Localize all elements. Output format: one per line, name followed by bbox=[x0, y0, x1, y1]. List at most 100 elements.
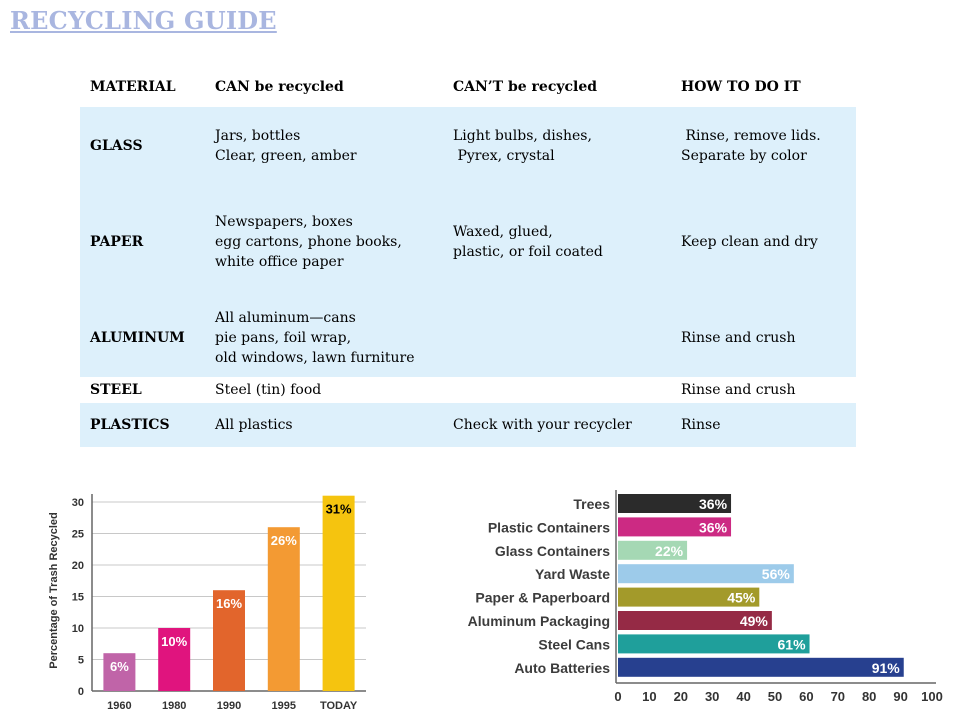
x-tick-label: 70 bbox=[831, 689, 845, 704]
x-tick-label: 1960 bbox=[107, 700, 131, 712]
x-tick-label: 1990 bbox=[217, 700, 241, 712]
cant-recycle-cell: Light bulbs, dishes, Pyrex, crystal bbox=[443, 107, 671, 185]
bar bbox=[618, 517, 732, 537]
material-cell: STEEL bbox=[90, 382, 142, 398]
y-tick-label: 5 bbox=[78, 655, 84, 667]
cant-recycle-cell: Waxed, glued, plastic, or foil coated bbox=[443, 185, 671, 299]
category-label: Glass Containers bbox=[495, 543, 610, 559]
category-label: Auto Batteries bbox=[514, 660, 610, 676]
cell-line: white office paper bbox=[215, 254, 344, 270]
cant-recycle-cell bbox=[443, 377, 671, 403]
how-to-cell: Rinse, remove lids. Separate by color bbox=[671, 107, 856, 185]
material-cell: PAPER bbox=[80, 185, 205, 299]
cant-recycle-cell bbox=[443, 299, 671, 377]
category-label: Yard Waste bbox=[535, 566, 610, 582]
bar-value-label: 36% bbox=[699, 519, 728, 535]
bar bbox=[618, 564, 794, 584]
y-tick-label: 0 bbox=[78, 686, 84, 698]
bar bbox=[618, 587, 760, 607]
can-recycle-cell: All aluminum—cans pie pans, foil wrap, old… bbox=[205, 299, 443, 377]
cell-line: Separate by color bbox=[681, 148, 807, 164]
bar bbox=[322, 495, 355, 691]
can-recycle-cell: All plastics bbox=[205, 403, 443, 447]
x-tick-label: 30 bbox=[705, 689, 719, 704]
how-to-cell: Rinse bbox=[671, 403, 856, 447]
how-to-cell: Rinse and crush bbox=[671, 299, 856, 377]
table-row: PLASTICS All plastics Check with your recy… bbox=[80, 403, 856, 447]
bar-value-label: 45% bbox=[727, 590, 756, 606]
material-cell: PLASTICS bbox=[80, 403, 205, 447]
table-row: STEEL Steel (tin) food Rinse and crush bbox=[80, 377, 856, 403]
x-tick-label: 1980 bbox=[162, 700, 186, 712]
x-tick-label: 50 bbox=[768, 689, 782, 704]
x-tick-label: 0 bbox=[614, 689, 621, 704]
cell-line: Rinse, remove lids. bbox=[681, 128, 821, 144]
table-header-row: MATERIAL CAN be recycled CAN’T be recycl… bbox=[80, 67, 856, 107]
cell-line: egg cartons, phone books, bbox=[215, 234, 402, 250]
bar-value-label: 49% bbox=[740, 613, 769, 629]
cell-line: Rinse bbox=[681, 417, 721, 433]
bar-value-label: 31% bbox=[326, 502, 352, 517]
bar-value-label: 36% bbox=[699, 496, 728, 512]
header-can-be-recycled: CAN be recycled bbox=[215, 79, 344, 95]
header-material: MATERIAL bbox=[90, 79, 176, 95]
table-row: GLASS Jars, bottles Clear, green, amber Lig… bbox=[80, 107, 856, 185]
page-title[interactable]: RECYCLING GUIDE bbox=[10, 6, 277, 35]
material-cell: GLASS bbox=[80, 107, 205, 185]
y-tick-label: 15 bbox=[72, 592, 84, 604]
cell-line: Rinse and crush bbox=[681, 330, 796, 346]
cell-line: Steel (tin) food bbox=[215, 382, 322, 398]
cell-line: plastic, or foil coated bbox=[453, 244, 603, 260]
cell-line: pie pans, foil wrap, bbox=[215, 330, 352, 346]
material-recycling-bar-chart: 36% Trees 36% Plastic Containers 22% Glass Co… bbox=[468, 490, 943, 704]
bar bbox=[103, 653, 136, 691]
y-axis-title: Percentage of Trash Recycled bbox=[48, 512, 60, 669]
bar-value-label: 56% bbox=[762, 566, 791, 582]
x-tick-label: 90 bbox=[893, 689, 907, 704]
x-tick-label: TODAY bbox=[320, 700, 358, 712]
x-tick-label: 10 bbox=[642, 689, 656, 704]
cell-line: Waxed, glued, bbox=[453, 224, 553, 240]
table-row: PAPER Newspapers, boxes egg cartons, phone… bbox=[80, 185, 856, 299]
bar-value-label: 16% bbox=[216, 596, 242, 611]
x-tick-label: 60 bbox=[799, 689, 813, 704]
cant-recycle-cell: Check with your recycler bbox=[443, 403, 671, 447]
y-tick-label: 20 bbox=[72, 560, 84, 572]
how-to-cell: Keep clean and dry bbox=[671, 185, 856, 299]
cell-line: Clear, green, amber bbox=[215, 148, 357, 164]
bar-value-label: 22% bbox=[655, 543, 684, 559]
how-to-cell: Rinse and crush bbox=[671, 377, 856, 403]
bar bbox=[618, 611, 772, 630]
x-tick-label: 1995 bbox=[272, 700, 296, 712]
x-tick-label: 20 bbox=[674, 689, 688, 704]
cell-line: Rinse and crush bbox=[681, 382, 796, 398]
x-tick-label: 100 bbox=[921, 689, 943, 704]
recycling-rate-bar-chart: 0 5 10 15 20 25 30 Percentage of Trash Recycled… bbox=[48, 494, 366, 712]
header-cant-be-recycled: CAN’T be recycled bbox=[453, 79, 598, 95]
cell-line: Jars, bottles bbox=[215, 128, 301, 144]
cell-line: Pyrex, crystal bbox=[453, 148, 555, 164]
bar bbox=[618, 494, 732, 513]
can-recycle-cell: Jars, bottles Clear, green, amber bbox=[205, 107, 443, 185]
bar bbox=[618, 634, 810, 654]
table-row: ALUMINUM All aluminum—cans pie pans, foil … bbox=[80, 299, 856, 377]
bar-value-label: 91% bbox=[872, 660, 901, 676]
bar-value-label: 10% bbox=[161, 634, 187, 649]
bar-value-label: 6% bbox=[110, 659, 129, 674]
header-how-to-do-it: HOW TO DO IT bbox=[681, 79, 801, 95]
category-label: Plastic Containers bbox=[488, 519, 610, 535]
category-label: Aluminum Packaging bbox=[468, 613, 610, 629]
y-tick-label: 25 bbox=[72, 529, 84, 541]
y-tick-label: 30 bbox=[72, 497, 84, 509]
x-tick-label: 40 bbox=[736, 689, 750, 704]
material-cell: ALUMINUM bbox=[80, 299, 205, 377]
cell-line: Newspapers, boxes bbox=[215, 214, 353, 230]
bar-value-label: 26% bbox=[271, 533, 297, 548]
bar bbox=[213, 590, 245, 691]
bar bbox=[158, 628, 191, 691]
bar-value-label: 61% bbox=[778, 636, 807, 652]
cell-line: Light bulbs, dishes, bbox=[453, 128, 592, 144]
can-recycle-cell: Newspapers, boxes egg cartons, phone book… bbox=[205, 185, 443, 299]
cell-line: Keep clean and dry bbox=[681, 234, 818, 250]
bar bbox=[618, 657, 904, 677]
